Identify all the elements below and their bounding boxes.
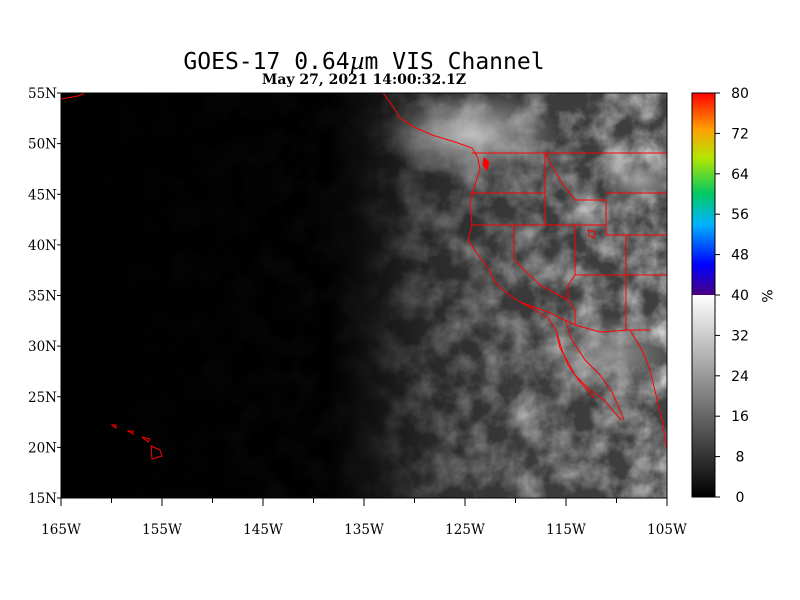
storm-system (380, 93, 560, 180)
colorbar-unit: % (758, 289, 774, 302)
y-tick-label: 30N (28, 339, 57, 355)
colorbar-tick-label: 48 (731, 248, 749, 264)
mexico-east-coast (629, 329, 667, 451)
y-tick-label: 50N (28, 137, 57, 153)
west-coastline (382, 93, 622, 421)
x-tick-label: 135W (344, 522, 384, 538)
alaska-coast-fragment (61, 93, 86, 100)
nevada-california-border (513, 225, 569, 301)
idaho-montana-border (544, 152, 607, 235)
satellite-image (61, 93, 667, 498)
y-tick-label: 15N (28, 491, 57, 507)
figure-subtitle: May 27, 2021 14:00:32.1Z (262, 72, 466, 88)
cloud-band (540, 315, 667, 395)
y-tick-label: 20N (28, 440, 57, 456)
baja-peninsula (555, 329, 595, 399)
x-axis: 165W 155W 145W 135W 125W 115W 105W (41, 498, 687, 538)
x-tick-label: 105W (647, 522, 687, 538)
x-tick-label: 155W (142, 522, 182, 538)
gulf-of-california (564, 319, 625, 421)
colorbar-tick-label: 64 (731, 167, 749, 183)
colorbar-tick-label: 16 (731, 409, 749, 425)
hawaii-maui (141, 436, 151, 443)
colorbar-tick-label: 72 (731, 126, 749, 142)
y-tick-label: 40N (28, 238, 57, 254)
colorbar-tick-label: 80 (731, 86, 749, 102)
colorbar-tick-label: 0 (736, 490, 745, 506)
great-salt-lake (587, 229, 596, 239)
colorbar-color-segment (692, 93, 715, 295)
colorbar-tick-label: 56 (731, 207, 749, 223)
colorbar-gray-segment (692, 295, 715, 497)
figure-title: GOES-17 0.64µm VIS Channel (183, 49, 544, 75)
x-tick-label: 145W (243, 522, 283, 538)
colorbar-tick-label: 32 (731, 328, 749, 344)
colorbar-tick-label: 8 (736, 450, 745, 466)
y-axis: 55N 50N 45N 40N 35N 30N 25N 20N 15N (28, 86, 61, 507)
x-tick-label: 165W (41, 522, 81, 538)
hawaii-kauai (110, 424, 117, 429)
hawaii-oahu (126, 430, 134, 435)
x-tick-label: 125W (445, 522, 485, 538)
y-tick-label: 55N (28, 86, 57, 102)
colorbar-tick-label: 40 (731, 288, 749, 304)
y-tick-label: 25N (28, 390, 57, 406)
y-tick-label: 35N (28, 289, 57, 305)
hawaii-big-island (150, 445, 163, 460)
cloud-band (600, 155, 667, 205)
map-boundaries (61, 93, 667, 460)
x-tick-label: 115W (546, 522, 586, 538)
arizona-california-border (567, 299, 576, 325)
y-tick-label: 45N (28, 187, 57, 203)
colorbar-tick-label: 24 (731, 369, 749, 385)
nevada-utah-border (567, 225, 576, 300)
puget-sound (482, 157, 490, 172)
